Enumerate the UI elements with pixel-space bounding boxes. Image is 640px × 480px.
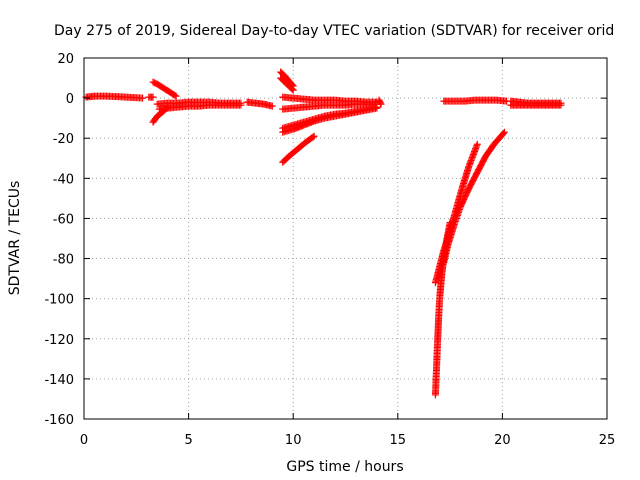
- x-tick-label: 0: [80, 433, 88, 448]
- data-point: [557, 101, 565, 109]
- y-tick-label: 20: [57, 52, 74, 67]
- data-point: [377, 100, 385, 108]
- y-tick-label: 0: [66, 92, 74, 107]
- data-point: [310, 132, 318, 140]
- series-14: [375, 96, 385, 108]
- x-tick-label: 20: [494, 433, 511, 448]
- y-tick-label: -120: [44, 333, 74, 348]
- x-axis-label: GPS time / hours: [286, 459, 403, 475]
- series-8: [277, 74, 297, 94]
- y-axis-label: SDTVAR / TECUs: [7, 181, 23, 296]
- series-2: [149, 78, 180, 100]
- y-tick-label: -60: [53, 212, 74, 227]
- data-point: [171, 91, 179, 99]
- series-6: [243, 98, 276, 110]
- grid-lines: [84, 58, 607, 419]
- x-tick-label: 5: [184, 433, 192, 448]
- data-point: [473, 140, 481, 148]
- plot-frame: [83, 57, 608, 420]
- series-12: [279, 103, 381, 132]
- series-5: [155, 101, 245, 113]
- data-point: [268, 102, 276, 110]
- data-point: [149, 93, 157, 101]
- data-point: [289, 86, 297, 94]
- data-point: [139, 94, 147, 102]
- series-15: [440, 96, 511, 105]
- y-tick-label: -160: [44, 413, 74, 428]
- data-point: [309, 133, 317, 141]
- data-points: [82, 68, 565, 399]
- y-tick-label: -80: [53, 253, 74, 268]
- series-10: [279, 100, 381, 113]
- y-tick-label: -100: [44, 293, 74, 308]
- y-tick-label: -140: [44, 373, 74, 388]
- series-13: [279, 132, 318, 166]
- data-point: [376, 99, 384, 107]
- tick-marks: 0 5 10 15 20 25 20 0 -20 -40 -60 -80 -100 -120 -140 -16…: [44, 52, 615, 448]
- series-17: [507, 101, 565, 109]
- x-tick-label: 25: [599, 433, 616, 448]
- data-point: [373, 103, 381, 111]
- x-tick-label: 10: [285, 433, 302, 448]
- y-tick-label: -40: [53, 172, 74, 187]
- series-0: [82, 92, 147, 102]
- data-point: [500, 128, 508, 136]
- data-point: [499, 129, 507, 137]
- series-1: [145, 93, 157, 101]
- series-20: [440, 128, 508, 267]
- x-tick-label: 15: [390, 433, 407, 448]
- chart-title: Day 275 of 2019, Sidereal Day-to-day VTE…: [54, 23, 614, 39]
- y-tick-label: -20: [53, 132, 74, 147]
- data-point: [237, 101, 245, 109]
- data-point: [172, 92, 180, 100]
- data-point: [288, 85, 296, 93]
